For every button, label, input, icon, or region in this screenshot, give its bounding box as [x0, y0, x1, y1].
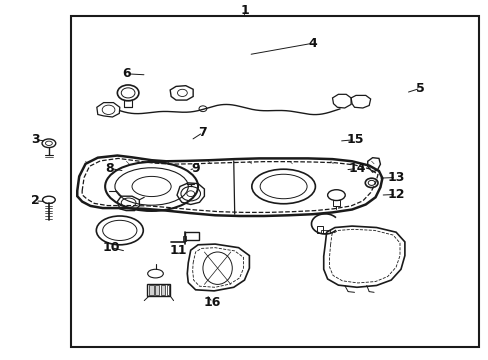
Bar — [146, 284, 170, 296]
Bar — [124, 100, 132, 107]
Bar — [183, 236, 186, 241]
Bar — [332, 200, 340, 206]
Text: 12: 12 — [386, 188, 404, 201]
Text: 2: 2 — [31, 194, 40, 207]
Text: 3: 3 — [31, 133, 40, 146]
Bar — [320, 230, 329, 233]
Bar — [316, 226, 322, 233]
Bar — [155, 285, 159, 295]
Text: 10: 10 — [102, 241, 120, 254]
Text: 4: 4 — [308, 37, 317, 50]
Bar — [161, 285, 165, 295]
Text: 15: 15 — [346, 133, 363, 146]
Text: 11: 11 — [169, 244, 187, 257]
Bar — [184, 232, 198, 240]
Text: 7: 7 — [198, 126, 207, 139]
Bar — [71, 16, 478, 347]
Text: 9: 9 — [191, 162, 200, 175]
Bar — [166, 285, 169, 295]
Text: 5: 5 — [415, 82, 424, 95]
Text: 8: 8 — [105, 162, 114, 175]
Text: 14: 14 — [347, 162, 365, 175]
Bar — [149, 285, 153, 295]
Text: 16: 16 — [203, 296, 221, 309]
Text: 13: 13 — [386, 171, 404, 184]
Text: 6: 6 — [122, 67, 130, 80]
Text: 1: 1 — [240, 4, 248, 17]
